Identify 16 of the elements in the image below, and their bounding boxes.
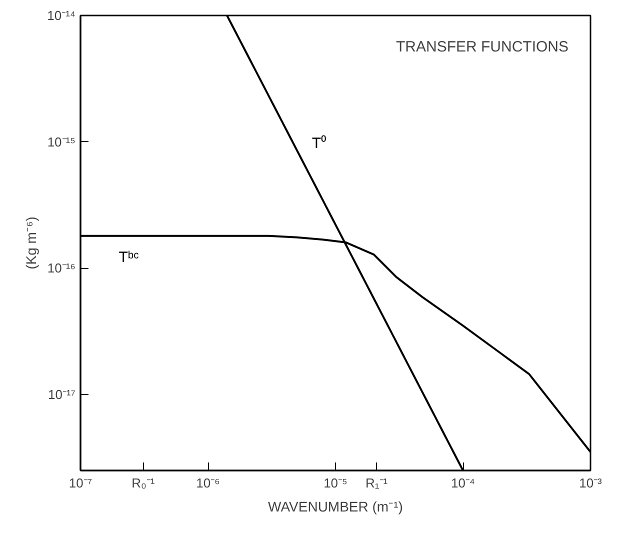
- x-axis-title: WAVENUMBER (m⁻¹): [268, 498, 403, 514]
- y-tick-label: 10⁻¹⁶: [47, 260, 76, 276]
- x-tick-label: 10⁻⁴: [450, 476, 476, 490]
- x-tick-label: 10⁻⁶: [196, 476, 220, 490]
- y-tick-label: 10⁻¹⁵: [47, 134, 76, 150]
- x-tick-label: 10⁻⁷: [68, 476, 92, 490]
- x-tick-label: 10⁻³: [579, 476, 603, 490]
- x-tick-label: R₁⁻¹: [366, 476, 388, 490]
- annotation: TRANSFER FUNCTIONS: [396, 38, 568, 56]
- series-label: Tᵇᶜ: [118, 248, 139, 266]
- y-axis-title: (Kg m⁻⁶): [23, 216, 40, 270]
- y-tick-label: 10⁻¹⁴: [47, 8, 76, 23]
- y-tick-label: 10⁻¹⁷: [48, 386, 76, 402]
- x-tick-label: 10⁻⁵: [324, 476, 348, 490]
- x-tick-label: R₀⁻¹: [132, 476, 156, 490]
- series-label: T⁰: [312, 135, 326, 152]
